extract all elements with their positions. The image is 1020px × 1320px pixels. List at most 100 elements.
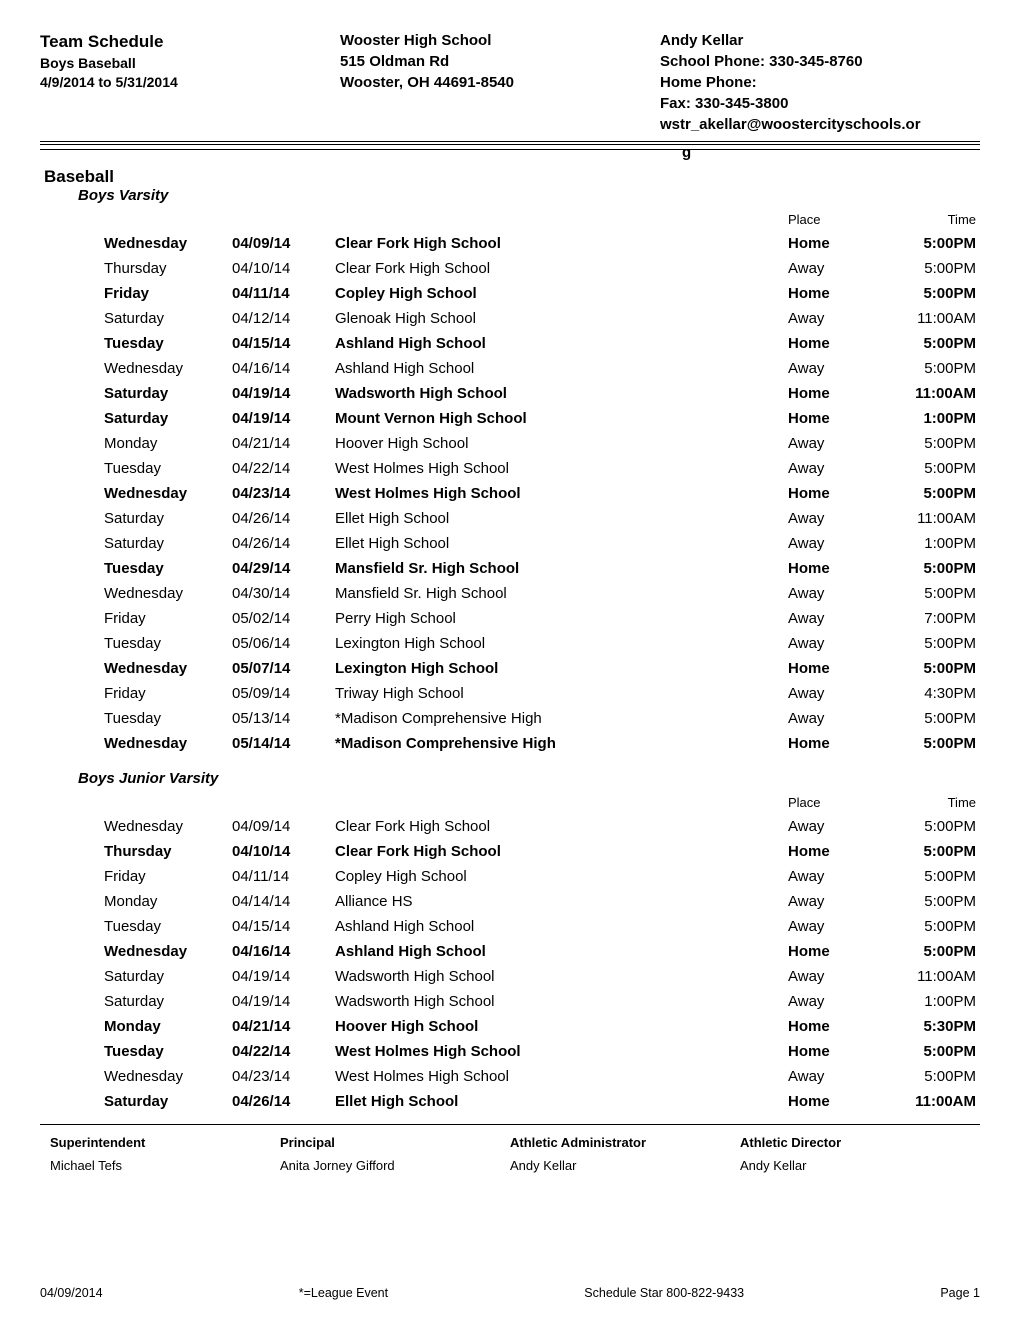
level-heading-1: Boys Junior Varsity [78,770,980,787]
game-time: 5:00PM [882,1039,980,1064]
game-day: Friday [100,681,228,706]
game-time: 5:00PM [882,581,980,606]
game-place: Away [784,681,882,706]
game-time: 5:30PM [882,1014,980,1039]
game-opponent: Hoover High School [331,431,784,456]
game-opponent: Perry High School [331,606,784,631]
game-date: 04/21/14 [228,1014,331,1039]
sig-name: Andy Kellar [510,1158,740,1173]
game-time: 11:00AM [882,964,980,989]
game-day: Friday [100,281,228,306]
game-place: Away [784,506,882,531]
email-line1: wstr_akellar@woostercityschools.or [660,114,980,135]
game-day: Monday [100,1014,228,1039]
game-opponent: Alliance HS [331,889,784,914]
footer-page: Page 1 [940,1286,980,1300]
footer-date: 04/09/2014 [40,1286,103,1300]
game-place: Home [784,556,882,581]
game-time: 11:00AM [882,506,980,531]
game-time: 5:00PM [882,914,980,939]
contact-name: Andy Kellar [660,30,980,51]
game-time: 5:00PM [882,431,980,456]
game-time: 1:00PM [882,406,980,431]
game-day: Wednesday [100,1064,228,1089]
game-date: 04/16/14 [228,939,331,964]
sig-superintendent: Superintendent Michael Tefs [50,1135,280,1173]
game-opponent: Wadsworth High School [331,989,784,1014]
game-day: Tuesday [100,914,228,939]
game-row: Wednesday04/09/14Clear Fork High SchoolA… [100,814,980,839]
game-row: Wednesday05/14/14*Madison Comprehensive … [100,731,980,756]
col-time-label: Time [882,791,980,814]
header-center: Wooster High School 515 Oldman Rd Wooste… [340,30,660,135]
game-place: Away [784,256,882,281]
game-date: 04/23/14 [228,481,331,506]
game-time: 5:00PM [882,356,980,381]
game-opponent: Clear Fork High School [331,256,784,281]
game-time: 5:00PM [882,256,980,281]
game-date: 04/26/14 [228,1089,331,1114]
game-opponent: Lexington High School [331,656,784,681]
game-day: Tuesday [100,556,228,581]
school-phone: School Phone: 330-345-8760 [660,51,980,72]
game-place: Away [784,581,882,606]
game-place: Away [784,456,882,481]
game-date: 04/26/14 [228,506,331,531]
game-time: 1:00PM [882,989,980,1014]
game-date: 04/21/14 [228,431,331,456]
game-opponent: Mount Vernon High School [331,406,784,431]
school-citystate: Wooster, OH 44691-8540 [340,72,660,93]
game-row: Wednesday04/23/14West Holmes High School… [100,481,980,506]
game-row: Tuesday04/22/14West Holmes High SchoolHo… [100,1039,980,1064]
game-opponent: Clear Fork High School [331,839,784,864]
sig-role: Superintendent [50,1135,280,1150]
game-date: 04/22/14 [228,456,331,481]
game-row: Wednesday04/30/14Mansfield Sr. High Scho… [100,581,980,606]
sig-athletic-director: Athletic Director Andy Kellar [740,1135,970,1173]
game-day: Wednesday [100,656,228,681]
game-time: 5:00PM [882,656,980,681]
column-header-row: Place Time [100,791,980,814]
game-place: Home [784,939,882,964]
game-opponent: *Madison Comprehensive High [331,706,784,731]
game-place: Away [784,1064,882,1089]
game-date: 04/15/14 [228,331,331,356]
game-time: 5:00PM [882,556,980,581]
game-row: Wednesday04/16/14Ashland High SchoolHome… [100,939,980,964]
game-opponent: Mansfield Sr. High School [331,556,784,581]
game-day: Wednesday [100,356,228,381]
game-opponent: Clear Fork High School [331,814,784,839]
schedule-table-varsity: Place Time Wednesday04/09/14Clear Fork H… [100,208,980,756]
game-place: Away [784,356,882,381]
date-range: 4/9/2014 to 5/31/2014 [40,73,340,93]
game-row: Wednesday04/23/14West Holmes High School… [100,1064,980,1089]
game-time: 5:00PM [882,731,980,756]
game-time: 1:00PM [882,531,980,556]
game-time: 11:00AM [882,1089,980,1114]
game-opponent: Copley High School [331,864,784,889]
game-place: Home [784,1014,882,1039]
game-day: Wednesday [100,814,228,839]
game-opponent: Ellet High School [331,1089,784,1114]
footer-legend: *=League Event [299,1286,388,1300]
game-date: 04/15/14 [228,914,331,939]
game-date: 05/09/14 [228,681,331,706]
game-time: 5:00PM [882,631,980,656]
game-opponent: Wadsworth High School [331,381,784,406]
game-time: 5:00PM [882,1064,980,1089]
game-place: Home [784,656,882,681]
game-row: Monday04/14/14Alliance HSAway5:00PM [100,889,980,914]
game-date: 04/19/14 [228,989,331,1014]
col-time-label: Time [882,208,980,231]
game-place: Away [784,964,882,989]
email-line2: g [680,144,980,161]
game-place: Home [784,406,882,431]
game-row: Saturday04/12/14Glenoak High SchoolAway1… [100,306,980,331]
game-row: Saturday04/26/14Ellet High SchoolAway11:… [100,506,980,531]
game-place: Away [784,814,882,839]
game-place: Home [784,731,882,756]
col-place-label: Place [784,791,882,814]
game-opponent: Ashland High School [331,356,784,381]
game-day: Saturday [100,506,228,531]
game-date: 04/19/14 [228,381,331,406]
